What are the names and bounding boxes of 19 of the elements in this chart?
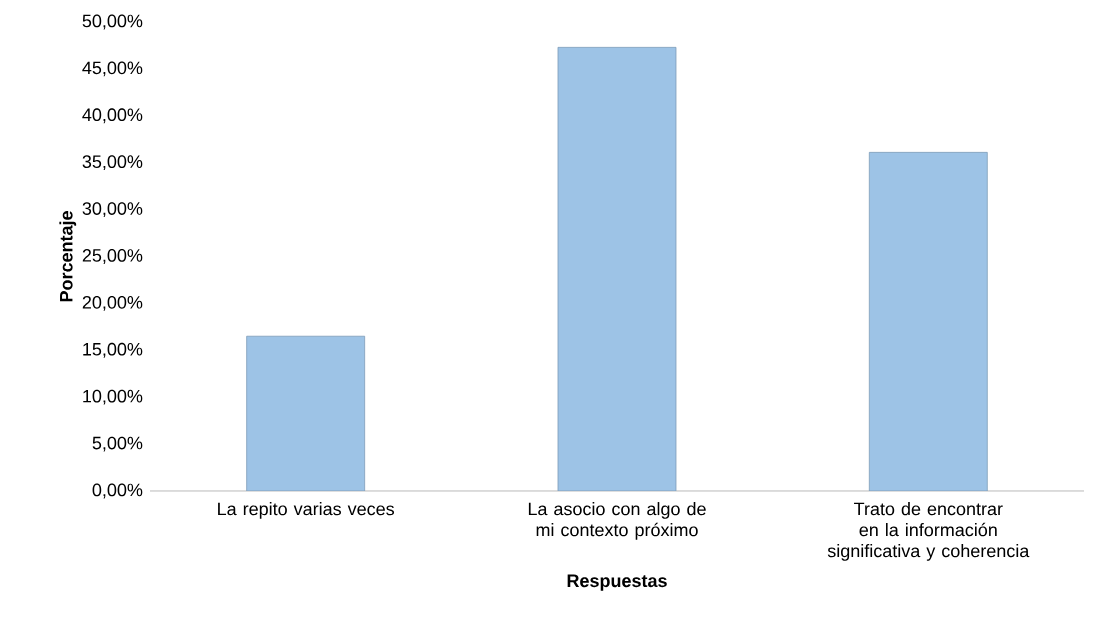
y-tick-label: 10,00% xyxy=(83,389,143,405)
bar xyxy=(557,46,677,491)
y-tick-label: 35,00% xyxy=(82,155,143,171)
y-tick-label: 40,00% xyxy=(82,108,143,124)
x-tick-label: La asocio con algo de mi contexto próximo xyxy=(528,502,706,540)
y-tick-label: 0,00% xyxy=(92,483,143,499)
y-tick-label: 5,00% xyxy=(92,436,143,452)
bar xyxy=(246,335,366,491)
y-tick-label: 20,00% xyxy=(82,295,143,311)
y-tick-label: 25,00% xyxy=(82,249,143,264)
bar xyxy=(868,151,988,491)
y-tick-label: 50,00% xyxy=(82,14,143,30)
x-tick-label: La repito varias veces xyxy=(218,502,395,519)
y-tick-label: 45,00% xyxy=(82,61,143,77)
y-axis-title: Porcentaje xyxy=(59,211,77,302)
x-tick-label: Trato de encontrar en la información significativa y coherencia xyxy=(827,502,1030,561)
x-axis-title: Respuestas xyxy=(567,574,667,591)
y-tick-label: 15,00% xyxy=(83,342,143,358)
y-tick-label: 30,00% xyxy=(82,202,143,218)
